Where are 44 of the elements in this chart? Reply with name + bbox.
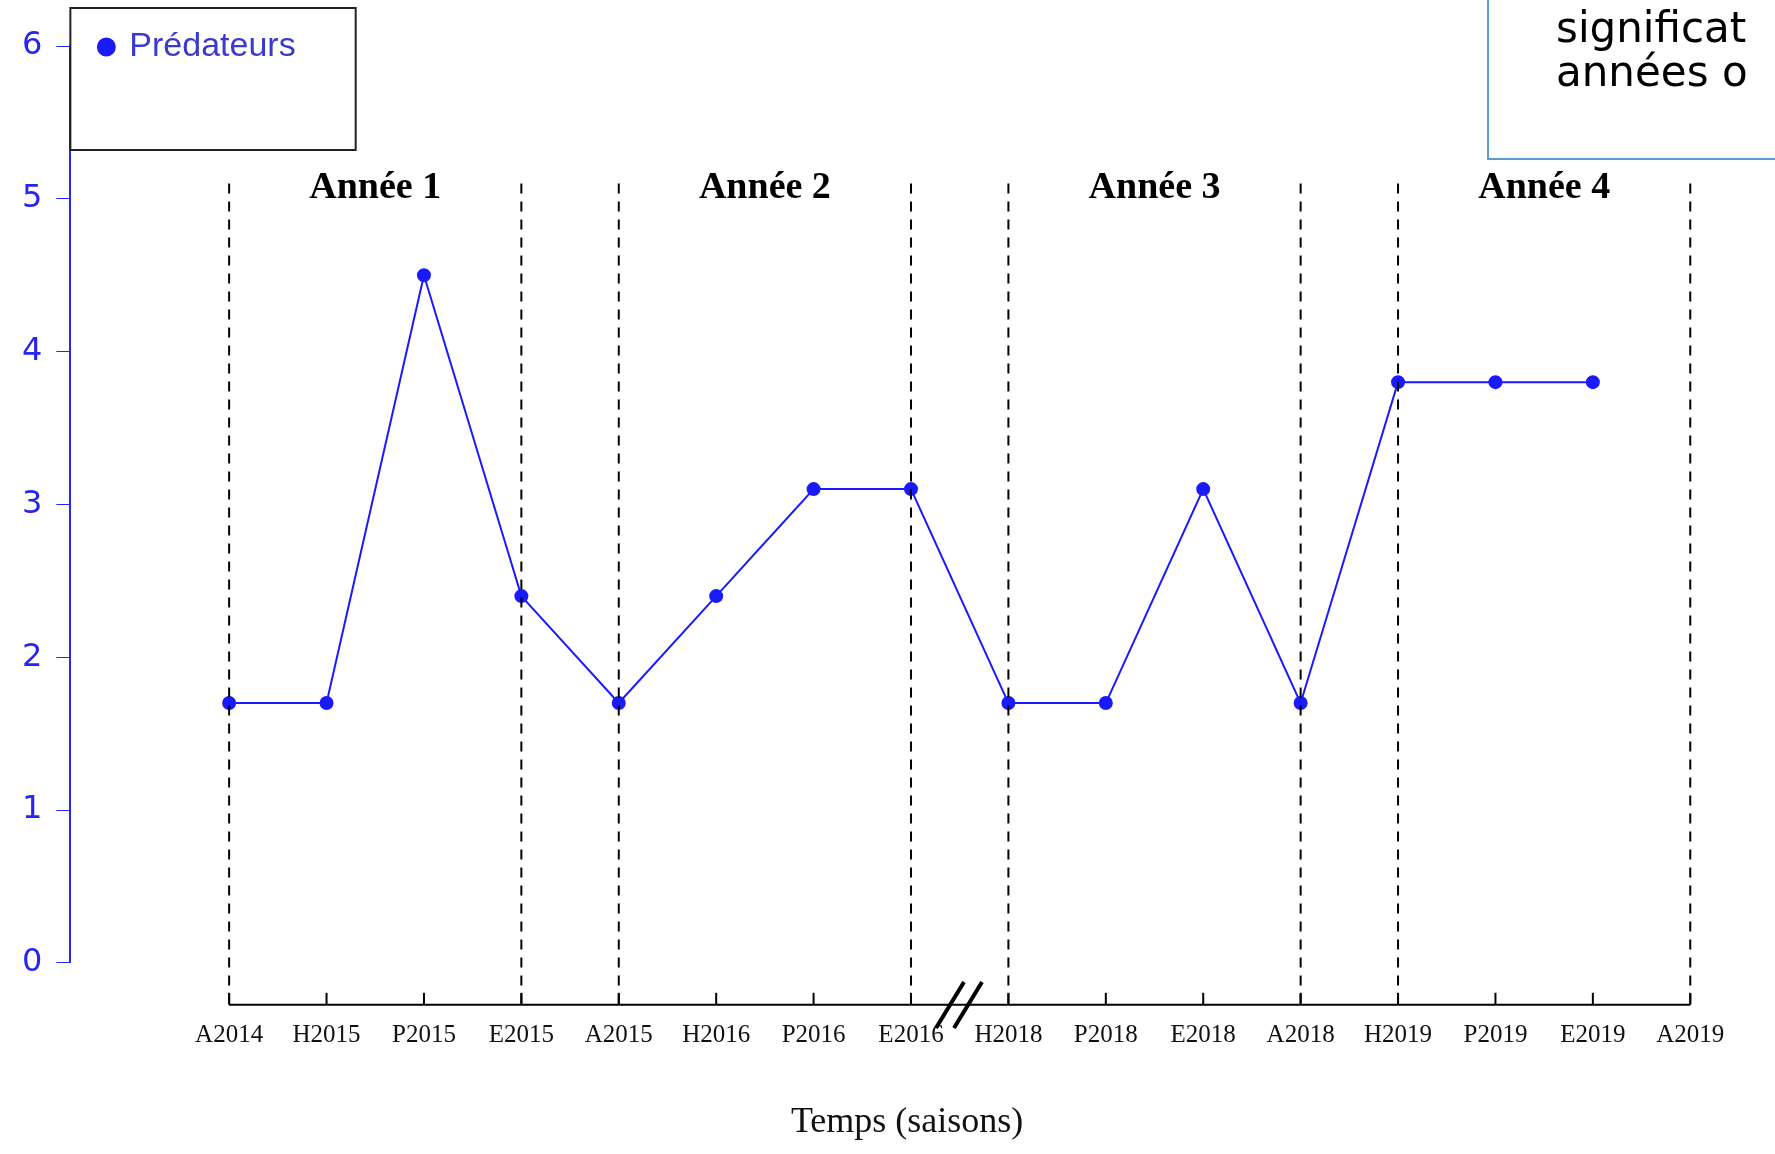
point bbox=[514, 589, 529, 604]
point bbox=[1196, 482, 1211, 497]
x-tick-label: A2015 bbox=[584, 1020, 653, 1048]
point bbox=[709, 589, 724, 604]
point bbox=[806, 482, 821, 497]
y-tick-label: 4 bbox=[22, 329, 43, 368]
x-tick-label: A2014 bbox=[195, 1020, 264, 1048]
x-axis-title: Temps (saisons) bbox=[790, 1099, 1024, 1140]
x-tick-label: P2018 bbox=[1073, 1020, 1138, 1048]
point bbox=[1098, 696, 1113, 711]
annotation: Année 1 bbox=[309, 163, 442, 206]
y-tick-label: 2 bbox=[22, 635, 43, 674]
legend-label: Prédateurs bbox=[129, 25, 296, 64]
point bbox=[1488, 375, 1503, 390]
y-tick-label: 1 bbox=[22, 788, 43, 827]
x-tick-label: H2016 bbox=[682, 1020, 751, 1048]
annotation: Année 3 bbox=[1088, 163, 1221, 206]
x-tick-label: P2019 bbox=[1463, 1020, 1528, 1048]
x-tick-label: E2016 bbox=[878, 1020, 944, 1048]
point bbox=[222, 696, 237, 711]
point bbox=[1001, 696, 1016, 711]
x-tick-label: H2015 bbox=[292, 1020, 361, 1048]
x-tick-label: P2015 bbox=[392, 1020, 456, 1048]
y-tick-label: 0 bbox=[22, 941, 43, 980]
point bbox=[611, 696, 626, 711]
x-tick-label: H2018 bbox=[974, 1020, 1043, 1048]
annotation: significat bbox=[1556, 3, 1747, 52]
y-tick-label: 6 bbox=[22, 24, 43, 63]
point bbox=[319, 696, 334, 711]
x-tick-label: A2018 bbox=[1266, 1020, 1335, 1048]
x-tick-label: E2018 bbox=[1170, 1020, 1236, 1048]
point bbox=[416, 268, 431, 283]
annotation: Année 2 bbox=[698, 163, 831, 206]
point bbox=[1585, 375, 1600, 390]
x-tick-label: H2019 bbox=[1364, 1020, 1433, 1048]
x-tick-label: P2016 bbox=[781, 1020, 846, 1048]
x-tick-label: A2019 bbox=[1656, 1020, 1725, 1048]
x-tick-label: E2019 bbox=[1560, 1020, 1626, 1048]
annotation: Année 4 bbox=[1478, 163, 1611, 206]
point bbox=[1293, 696, 1308, 711]
y-tick-label: 5 bbox=[22, 177, 43, 216]
point bbox=[904, 482, 918, 497]
x-tick-label: E2015 bbox=[488, 1020, 554, 1048]
y-tick-label: 3 bbox=[22, 482, 43, 521]
